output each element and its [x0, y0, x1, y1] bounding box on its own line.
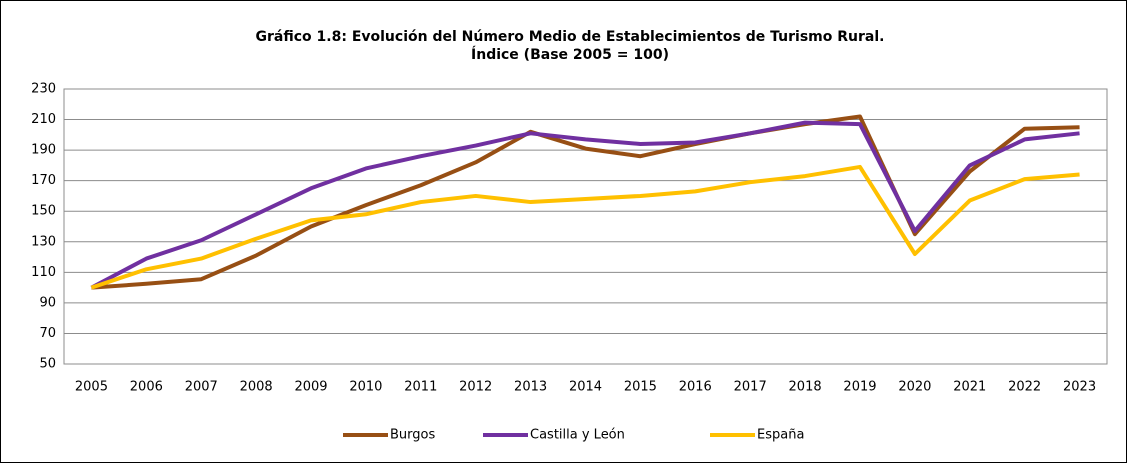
- chart-title: Gráfico 1.8: Evolución del Número Medio …: [256, 29, 885, 45]
- x-tick-label: 2016: [679, 380, 712, 395]
- x-tick-label: 2023: [1063, 380, 1096, 395]
- x-tick-label: 2006: [130, 380, 163, 395]
- y-tick-label: 230: [31, 82, 56, 97]
- x-tick-label: 2020: [898, 380, 931, 395]
- x-tick-label: 2015: [624, 380, 657, 395]
- x-tick-label: 2018: [789, 380, 822, 395]
- legend-label: Castilla y León: [530, 428, 625, 443]
- y-tick-label: 130: [31, 234, 56, 249]
- line-series: [91, 114, 1080, 290]
- y-tick-label: 210: [31, 112, 56, 127]
- x-tick-label: 2007: [185, 380, 218, 395]
- x-tick-label: 2022: [1008, 380, 1041, 395]
- line-series: [90, 164, 1080, 290]
- x-tick-label: 2013: [514, 380, 547, 395]
- line-series: [90, 120, 1080, 290]
- x-tick-label: 2019: [843, 380, 876, 395]
- y-tick-label: 50: [39, 357, 56, 372]
- x-tick-label: 2010: [349, 380, 382, 395]
- x-tick-label: 2014: [569, 380, 602, 395]
- x-tick-label: 2012: [459, 380, 492, 395]
- plot-border: [63, 88, 1108, 365]
- y-tick-label: 70: [39, 326, 56, 341]
- x-tick-label: 2021: [953, 380, 986, 395]
- x-tick-label: 2009: [294, 380, 327, 395]
- chart-subtitle: Índice (Base 2005 = 100): [471, 46, 669, 63]
- y-tick-label: 170: [31, 173, 56, 188]
- x-tick-label: 2017: [734, 380, 767, 395]
- legend-label: Burgos: [390, 428, 435, 443]
- x-tick-label: 2011: [404, 380, 437, 395]
- x-tick-label: 2005: [75, 380, 108, 395]
- y-tick-label: 90: [39, 295, 56, 310]
- legend-label: España: [757, 428, 804, 443]
- y-tick-label: 110: [31, 265, 56, 280]
- y-tick-label: 190: [31, 143, 56, 158]
- x-tick-label: 2008: [240, 380, 273, 395]
- y-tick-label: 150: [31, 204, 56, 219]
